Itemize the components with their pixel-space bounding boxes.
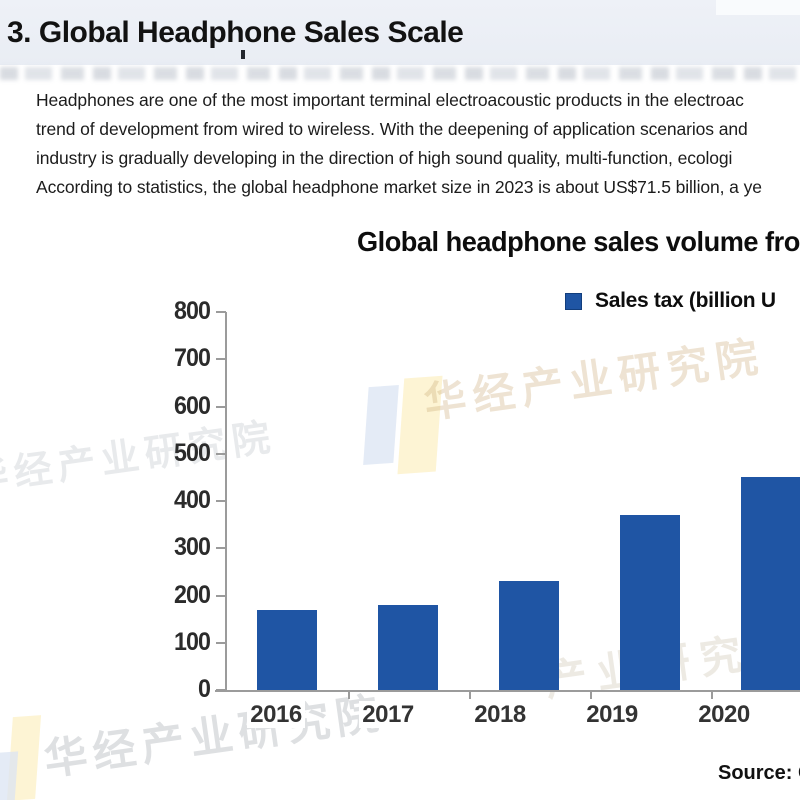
y-axis-label: 800 [173, 297, 211, 325]
y-axis-tick [216, 641, 226, 644]
y-axis-tick [216, 689, 226, 691]
y-axis-tick [216, 452, 226, 455]
intro-paragraph: Headphones are one of the most important… [36, 86, 800, 202]
x-axis-tick [348, 692, 350, 699]
paragraph-line: industry is gradually developing in the … [36, 148, 733, 168]
y-axis-tick [216, 547, 226, 550]
y-axis-tick [216, 500, 226, 502]
y-axis-tick [216, 594, 226, 597]
blurred-text-row [0, 67, 800, 80]
y-axis-label: 600 [173, 391, 211, 420]
chart-legend: Sales tax (billion U [565, 289, 776, 313]
chart-title: Global headphone sales volume fro [357, 226, 800, 257]
y-axis-tick [216, 311, 226, 313]
x-axis-tick [711, 692, 713, 699]
x-axis-label-text: 2016 [247, 701, 305, 728]
bar [741, 477, 800, 690]
paragraph-line: Headphones are one of the most important… [36, 90, 744, 110]
x-axis-tick [590, 692, 592, 699]
y-axis-label: 200 [173, 580, 211, 609]
x-axis-label: 2020 [682, 701, 766, 729]
corner-highlight [716, 0, 800, 15]
y-axis-label: 300 [173, 533, 211, 562]
bar [378, 604, 438, 690]
x-axis-label-text: 2020 [695, 701, 753, 728]
cursor-artifact [241, 50, 245, 59]
legend-swatch-icon [565, 292, 582, 310]
x-axis-label: 2016 [234, 701, 318, 729]
y-axis-label: 400 [173, 486, 211, 514]
y-axis-line [225, 312, 227, 692]
y-axis-label: 100 [173, 627, 211, 656]
x-axis-label-text: 2019 [583, 701, 641, 728]
y-axis-tick [216, 405, 226, 408]
heading-band [0, 0, 800, 65]
x-axis-label-text: 2017 [359, 701, 417, 728]
y-axis-tick [216, 358, 226, 361]
source-note: Source: C [718, 762, 800, 784]
paragraph-line: According to statistics, the global head… [36, 177, 762, 197]
x-axis-label-text: 2018 [471, 701, 529, 728]
legend-label: Sales tax (billion U [595, 289, 776, 312]
y-axis-label: 700 [173, 344, 211, 373]
x-axis-label: 2019 [570, 701, 654, 729]
paragraph-line: trend of development from wired to wirel… [36, 119, 748, 139]
bar [257, 609, 317, 690]
bar [620, 515, 680, 690]
section-heading: 3. Global Headphone Sales Scale [7, 16, 464, 49]
x-axis-label: 2017 [346, 701, 430, 729]
x-axis-label: 2018 [458, 701, 542, 729]
y-axis-label: 0 [197, 675, 211, 703]
y-axis-label: 500 [173, 438, 211, 467]
x-axis-line [215, 690, 800, 692]
bar [499, 581, 559, 690]
x-axis-tick [469, 692, 471, 699]
